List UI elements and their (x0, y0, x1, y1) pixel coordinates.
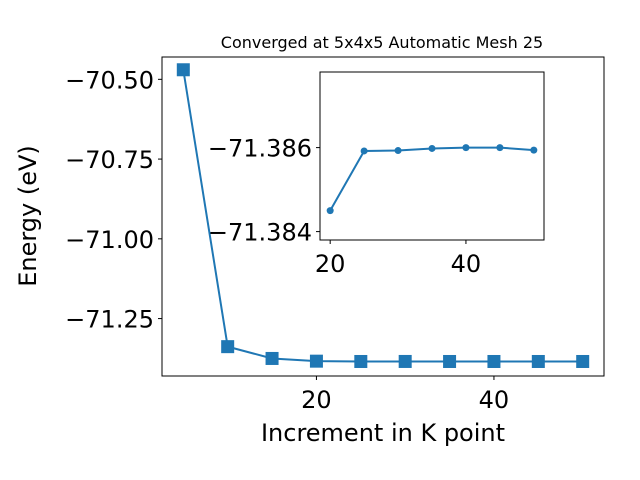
inset-x-tick-label: 20 (315, 250, 346, 278)
inset-data-point (428, 144, 436, 152)
inset-x-tick-label: 40 (451, 250, 482, 278)
inset-plot-frame (319, 71, 545, 241)
data-point (531, 354, 545, 368)
series-line (182, 69, 583, 363)
inset-data-point (462, 144, 470, 152)
inset-y-ticks: −71.386 −71.384 (208, 135, 320, 247)
data-point (309, 354, 323, 368)
inset-plot-area (326, 144, 538, 215)
main-plot-area (176, 63, 590, 368)
inset-x-ticks: 20 40 (315, 240, 481, 278)
y-tick-label: −70.75 (65, 146, 154, 174)
data-point (443, 354, 457, 368)
inset-data-point (394, 147, 402, 155)
y-tick-label: −71.25 (65, 306, 154, 334)
inset-background (320, 72, 544, 240)
data-point (398, 354, 412, 368)
main-x-ticks: 20 40 (301, 376, 509, 414)
inset-y-tick-label: −71.386 (208, 135, 312, 163)
main-plot-frame (161, 56, 605, 377)
x-axis-label: Increment in K point (261, 419, 505, 447)
x-tick-label: 20 (301, 386, 332, 414)
y-axis-label: Energy (eV) (14, 145, 42, 287)
data-point (576, 354, 590, 368)
data-point (487, 354, 501, 368)
inset-data-point (326, 207, 334, 215)
data-point (176, 63, 190, 77)
y-tick-label: −71.00 (65, 226, 154, 254)
data-point (354, 354, 368, 368)
data-point (265, 351, 279, 365)
chart-title: Converged at 5x4x5 Automatic Mesh 25 (221, 33, 543, 52)
data-point (221, 340, 235, 354)
inset-y-tick-label: −71.384 (208, 219, 312, 247)
inset-data-point (530, 146, 538, 154)
inset-data-point (496, 144, 504, 152)
inset-data-point (360, 147, 368, 155)
y-tick-label: −70.50 (65, 66, 154, 94)
x-tick-label: 40 (479, 386, 510, 414)
main-y-ticks: −70.50 −70.75 −71.00 −71.25 (65, 66, 162, 334)
